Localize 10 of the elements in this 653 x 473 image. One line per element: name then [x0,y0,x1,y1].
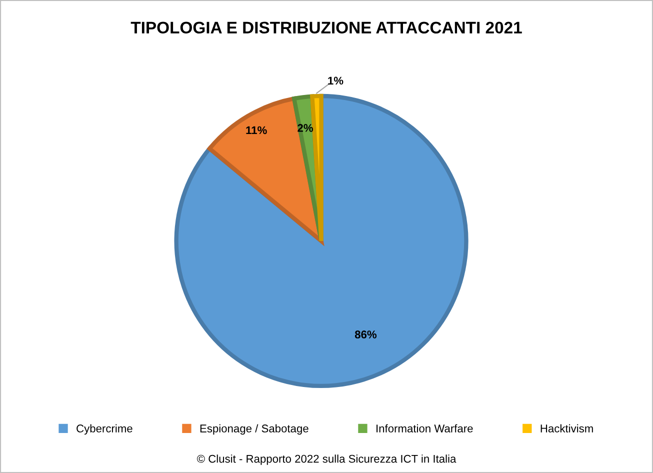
legend-label: Hacktivism [540,424,593,432]
data-label: 11% [246,126,267,134]
legend-label: Information Warfare [376,424,473,432]
legend-label: Cybercrime [76,424,132,435]
chart-title: TIPOLOGIA E DISTRIBUZIONE ATTACCANTI 2021 [130,22,522,34]
data-label: 1% [328,76,344,85]
data-label: 86% [354,330,377,338]
data-label: 2% [298,124,314,132]
legend-label: Espionage / Sabotage [200,424,308,435]
text: © Clusit - Rapporto 2022 sulla Sicurezza ICT in Italia [197,454,456,465]
